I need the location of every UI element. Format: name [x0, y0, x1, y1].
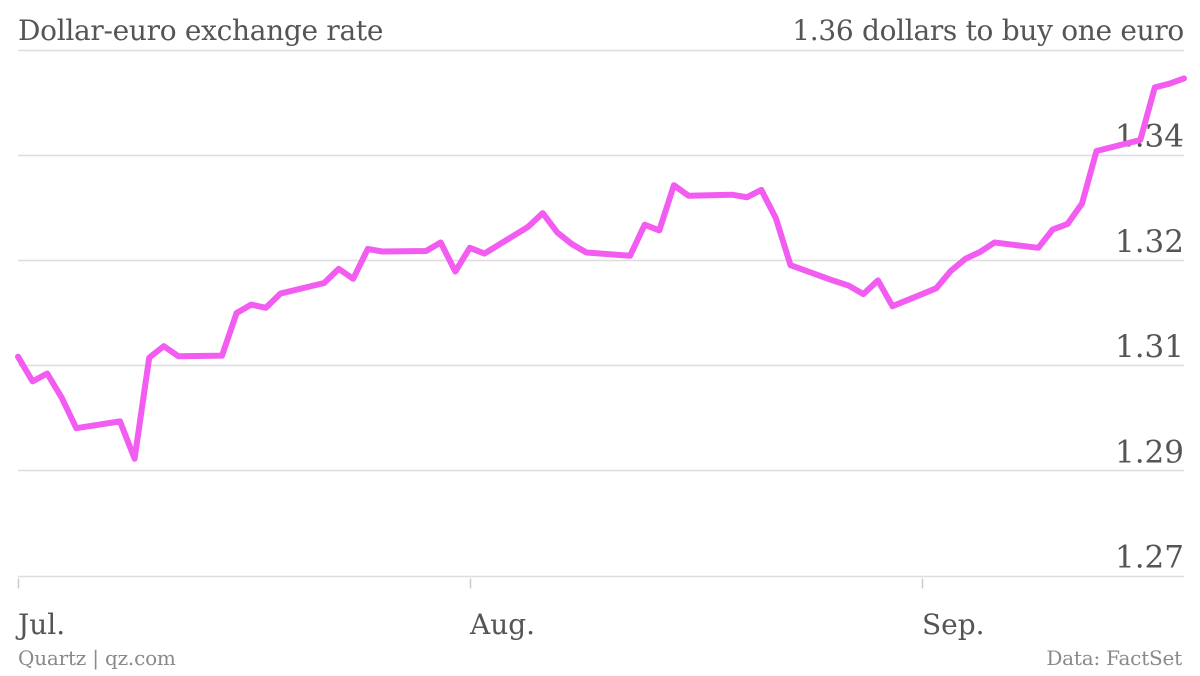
series-layer	[15, 75, 1187, 462]
x-axis: Jul. Aug. Sep.	[15, 578, 985, 641]
chart-title: Dollar-euro exchange rate	[18, 14, 384, 47]
x-tick-label: Aug.	[469, 608, 535, 641]
y-tick-label: 1.32	[1115, 224, 1184, 260]
x-tick-label: Sep.	[922, 608, 985, 641]
y-axis-labels: 1.27 1.29 1.31 1.32 1.34	[1115, 119, 1184, 576]
chart-subtitle: 1.36 dollars to buy one euro	[792, 14, 1184, 47]
exchange-rate-line	[15, 75, 1187, 462]
footer-credit: Quartz | qz.com	[18, 646, 176, 670]
x-tick-label: Jul.	[15, 608, 65, 641]
y-tick-label: 1.34	[1115, 119, 1184, 155]
y-tick-label: 1.29	[1115, 434, 1184, 470]
footer-source: Data: FactSet	[1046, 646, 1182, 670]
y-tick-label: 1.31	[1115, 329, 1184, 365]
grid-layer	[18, 49, 1184, 578]
y-tick-label: 1.27	[1115, 540, 1184, 576]
